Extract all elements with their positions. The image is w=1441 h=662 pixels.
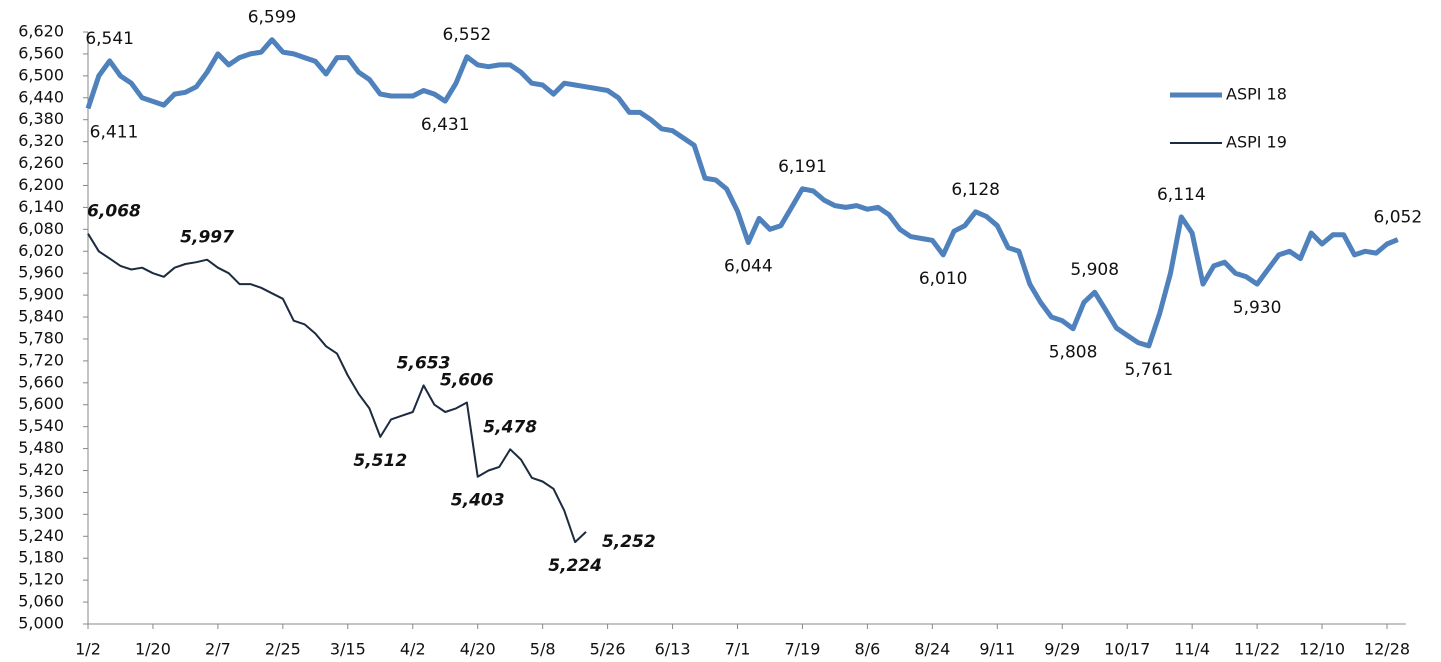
y-tick-label: 5,240	[18, 526, 64, 545]
data-label: 6,010	[919, 269, 968, 289]
data-label: 6,431	[421, 115, 470, 135]
x-tick-label: 8/24	[914, 640, 950, 659]
x-tick-label: 7/1	[725, 640, 751, 659]
data-label: 5,930	[1233, 298, 1282, 318]
data-label: 5,653	[397, 353, 451, 373]
x-tick-label: 11/4	[1174, 640, 1210, 659]
y-tick-label: 5,420	[18, 460, 64, 479]
y-tick-label: 5,120	[18, 570, 64, 589]
y-tick-label: 5,600	[18, 394, 64, 413]
y-tick-label: 5,720	[18, 350, 64, 369]
y-tick-label: 6,560	[18, 43, 64, 62]
x-tick-label: 8/6	[855, 640, 881, 659]
x-tick-label: 2/7	[205, 640, 231, 659]
x-tick-label: 5/26	[590, 640, 626, 659]
y-tick-label: 6,260	[18, 153, 64, 172]
y-tick-label: 5,000	[18, 614, 64, 633]
data-label: 6,068	[87, 202, 141, 222]
data-label: 5,512	[353, 451, 407, 471]
y-tick-label: 6,380	[18, 109, 64, 128]
y-tick-label: 5,660	[18, 372, 64, 391]
data-label: 5,252	[602, 532, 656, 552]
y-tick-label: 5,360	[18, 482, 64, 501]
x-tick-label: 5/8	[530, 640, 556, 659]
data-label: 6,552	[443, 25, 492, 45]
y-tick-label: 6,140	[18, 197, 64, 216]
data-label: 5,761	[1125, 360, 1174, 380]
y-tick-label: 6,440	[18, 87, 64, 106]
y-tick-label: 5,840	[18, 307, 64, 326]
x-tick-label: 2/25	[265, 640, 301, 659]
y-tick-label: 6,620	[18, 22, 64, 41]
data-label: 6,114	[1157, 185, 1206, 205]
data-label: 6,052	[1373, 208, 1422, 228]
data-label: 5,224	[548, 556, 602, 576]
y-tick-label: 5,180	[18, 548, 64, 567]
data-label: 5,997	[180, 228, 234, 248]
data-label: 6,044	[724, 256, 773, 276]
y-tick-label: 6,320	[18, 131, 64, 150]
x-tick-label: 10/17	[1104, 640, 1150, 659]
data-label: 5,478	[483, 417, 537, 437]
x-tick-label: 12/28	[1364, 640, 1410, 659]
legend-label: ASPI 18	[1226, 85, 1287, 104]
y-tick-label: 5,540	[18, 416, 64, 435]
x-tick-label: 4/2	[400, 640, 426, 659]
y-tick-label: 5,900	[18, 285, 64, 304]
y-tick-label: 5,780	[18, 328, 64, 347]
series-line	[87, 233, 587, 544]
x-tick-label: 1/20	[135, 640, 171, 659]
data-label: 6,128	[951, 180, 1000, 200]
x-tick-label: 9/11	[979, 640, 1015, 659]
x-tick-label: 11/22	[1234, 640, 1280, 659]
data-label: 5,403	[451, 491, 505, 511]
data-label: 6,411	[90, 122, 139, 142]
x-tick-label: 4/20	[460, 640, 496, 659]
x-tick-label: 3/15	[330, 640, 366, 659]
data-label: 6,191	[778, 157, 827, 177]
y-tick-label: 5,300	[18, 504, 64, 523]
y-tick-label: 6,080	[18, 219, 64, 238]
y-tick-label: 5,060	[18, 592, 64, 611]
data-label: 5,908	[1070, 260, 1119, 280]
data-label: 5,606	[440, 371, 494, 391]
x-tick-label: 12/10	[1299, 640, 1345, 659]
data-label: 6,599	[248, 8, 297, 28]
x-tick-label: 9/29	[1044, 640, 1080, 659]
legend-label: ASPI 19	[1226, 133, 1287, 152]
y-tick-label: 6,200	[18, 175, 64, 194]
x-tick-label: 6/13	[655, 640, 691, 659]
y-tick-label: 5,480	[18, 438, 64, 457]
y-tick-label: 6,500	[18, 65, 64, 84]
x-tick-label: 1/2	[75, 640, 101, 659]
series-line	[85, 37, 1399, 349]
data-label: 6,541	[85, 29, 134, 49]
x-tick-label: 7/19	[784, 640, 820, 659]
data-label: 5,808	[1049, 343, 1098, 363]
y-tick-label: 5,960	[18, 263, 64, 282]
y-tick-label: 6,020	[18, 241, 64, 260]
